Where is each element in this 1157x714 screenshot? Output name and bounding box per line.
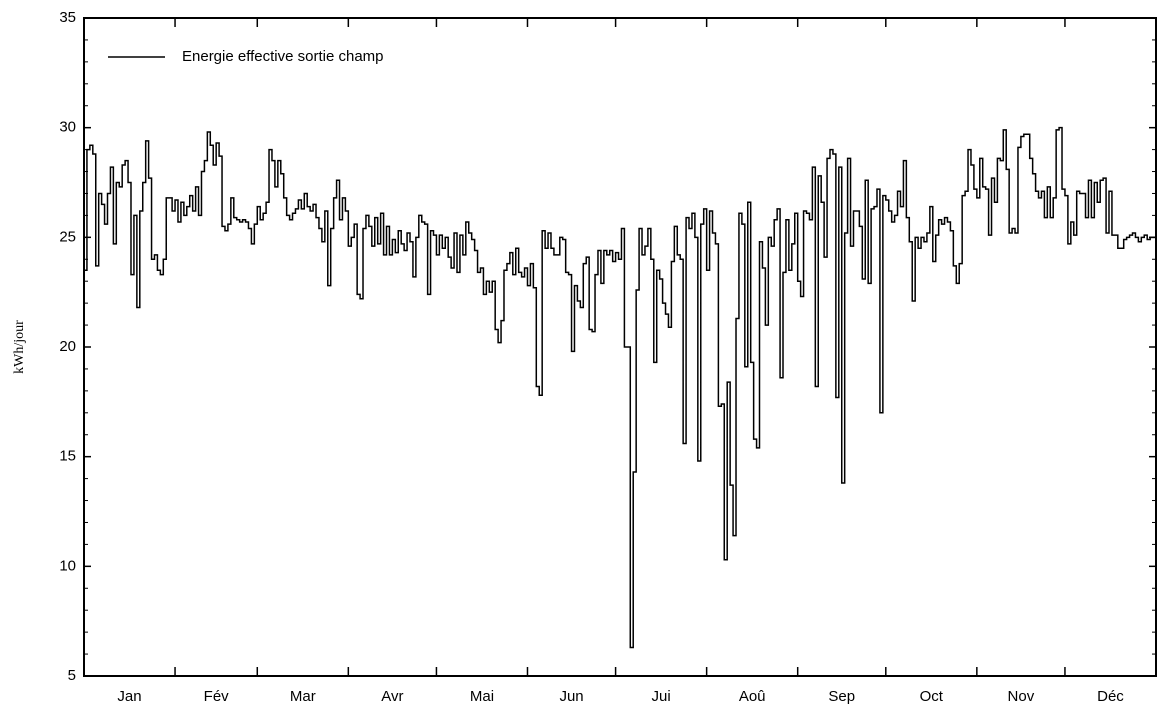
x-tick-label: Mar (290, 688, 316, 705)
x-tick-label: Mai (470, 688, 494, 705)
data-line (84, 126, 1156, 649)
x-tick-label: Aoû (739, 688, 766, 705)
y-tick-label: 35 (59, 9, 76, 26)
x-tick-label: Jui (652, 688, 671, 705)
y-axis-label: kWh/jour (12, 320, 27, 374)
x-tick-label: Jan (117, 688, 141, 705)
plot-frame (83, 17, 1157, 677)
y-tick-label: 10 (59, 557, 76, 574)
x-tick-label: Fév (204, 688, 230, 705)
x-tick-label: Déc (1097, 688, 1124, 705)
x-tick-label: Avr (381, 688, 403, 705)
x-tick-label: Sep (828, 688, 855, 705)
x-tick-label: Oct (920, 688, 944, 705)
y-tick-label: 30 (59, 119, 76, 136)
y-tick-label: 20 (59, 338, 76, 355)
y-tick-label: 15 (59, 448, 76, 465)
x-tick-label: Nov (1008, 688, 1035, 705)
x-tick-label: Jun (559, 688, 583, 705)
y-tick-label: 25 (59, 228, 76, 245)
legend-label: Energie effective sortie champ (182, 48, 384, 65)
y-tick-label: 5 (68, 667, 76, 684)
